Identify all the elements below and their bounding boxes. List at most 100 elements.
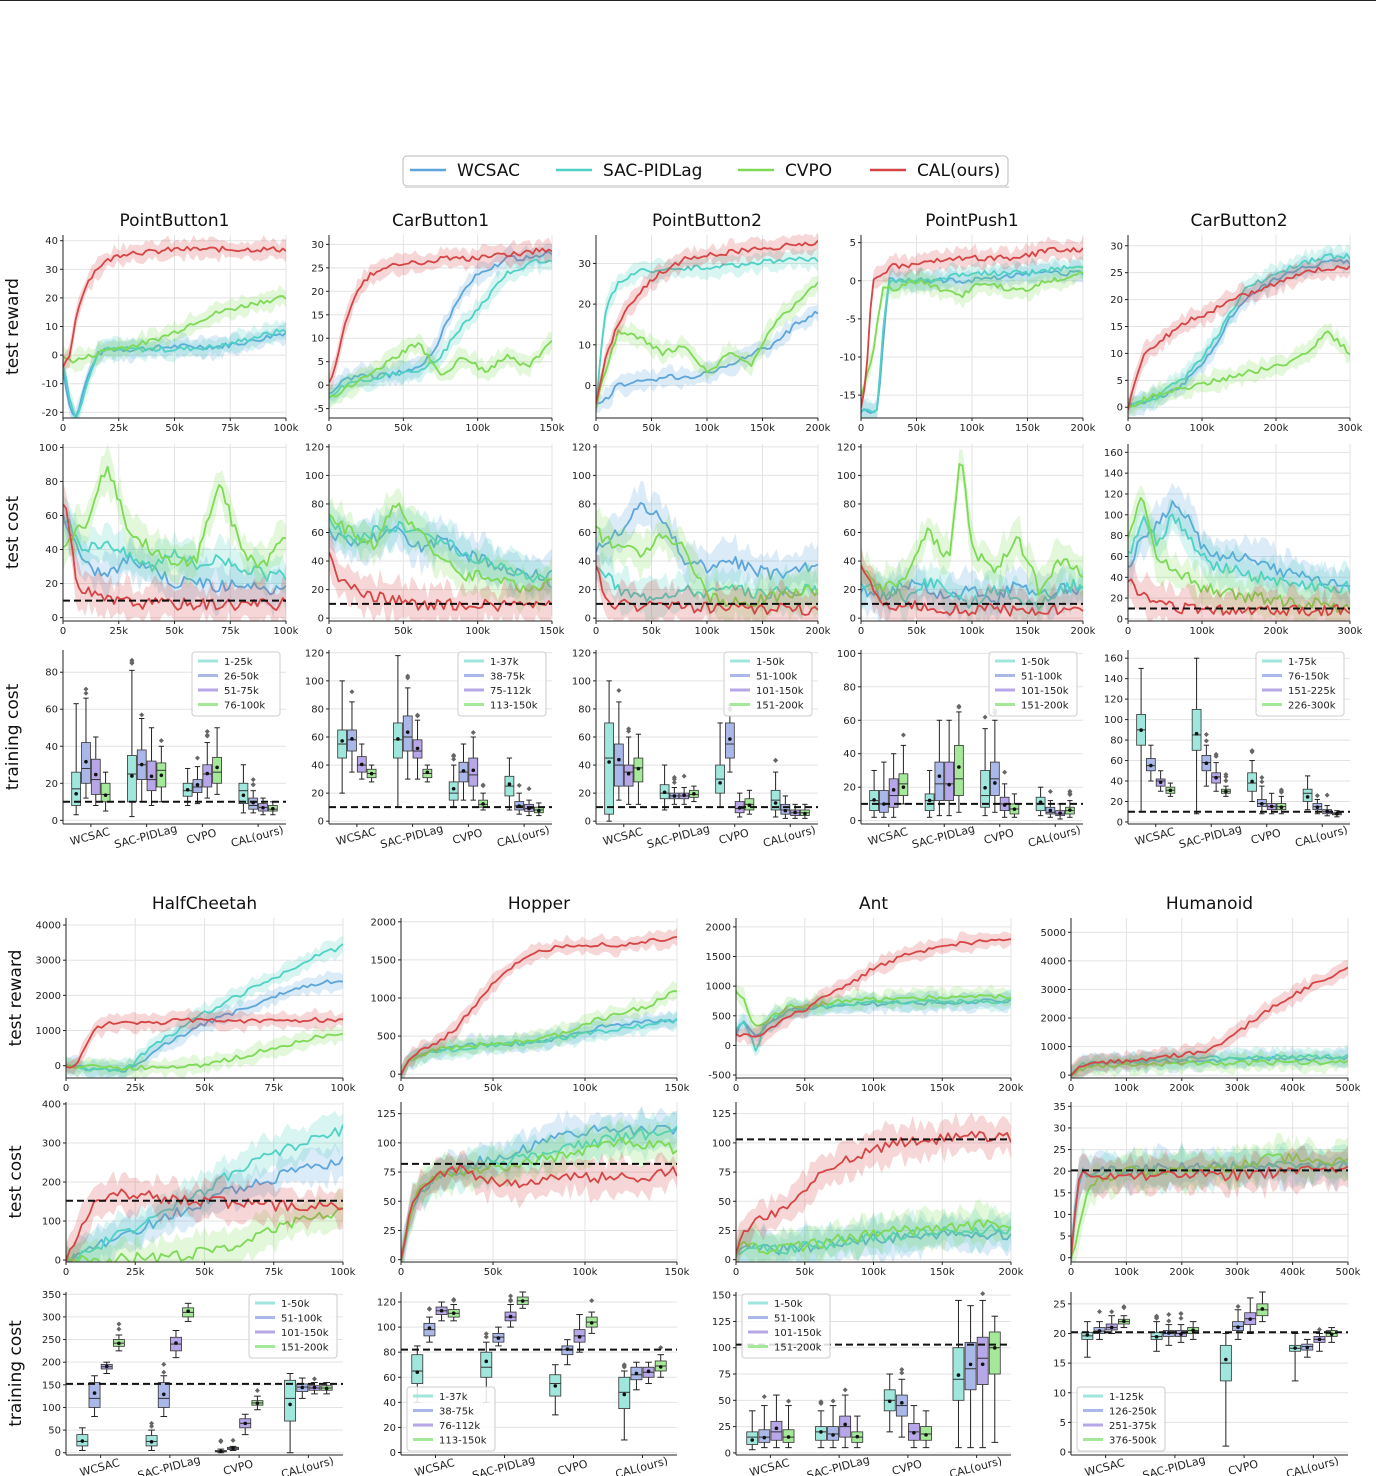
x-tick-label: 50k [165,626,184,637]
plot-area [1128,482,1350,621]
box-mean-marker [174,1341,178,1345]
y-tick-label: 300 [42,1312,61,1323]
box-mean-marker [1236,1325,1240,1330]
series-line-CVPO [1071,1059,1348,1076]
y-tick-label: 100 [1104,715,1123,726]
x-category-label: CVPO [451,826,484,847]
box-mean-marker [646,1369,651,1374]
box-legend-label: 113-150k [439,1436,487,1447]
y-tick-label: 0 [850,816,856,827]
series-line-SAC-PIDLag [1128,513,1350,594]
x-tick-label: 0 [593,626,599,637]
y-tick-label: 5000 [1041,928,1066,939]
series-band-CVPO [1071,1049,1348,1078]
box-legend-label: 1-37k [439,1392,468,1403]
box-body [944,761,954,801]
line-chart-panel: 0 5 10 15 20 25 30 35 0 100k 200k 300k 400k 500k [1053,1102,1360,1278]
box-mean-marker [1315,805,1320,810]
box-legend: 1-50k 51-100k 101-150k 151-200k [723,651,813,717]
x-tick-label: 100k [274,423,299,434]
box-mean-marker [1260,1307,1265,1311]
y-tick-label: 50 [718,1396,731,1407]
series-band-CAL(ours) [736,931,1011,1047]
y-tick-label: 80 [45,477,58,488]
box-outlier [842,1387,848,1393]
series-line-CAL(ours) [63,245,286,368]
line-chart-panel: 0 1000 2000 3000 4000 0 25k 50k 75k 100k HalfCheet… [6,894,356,1094]
series-band-CVPO [63,284,286,374]
box-mean-marker [1335,811,1339,816]
series-band-CVPO [861,449,1083,620]
box-mean-marker [589,1321,594,1325]
box-body [90,758,101,795]
box-mean-marker [161,1392,166,1397]
box-mean-marker [1122,1319,1126,1324]
box-mean-marker [728,737,732,741]
box-legend-label: 1-75k [1288,657,1317,668]
box-body [448,781,459,801]
y-tick-label: 10 [45,322,58,333]
series-line-CVPO [736,1219,1011,1257]
y-tick-label: 40 [311,557,324,568]
y-tick-label: 40 [45,742,58,753]
x-category-label: CAL(ours) [280,1454,335,1476]
x-tick-label: 25k [126,1267,145,1278]
x-tick-label: 75k [264,1267,283,1278]
series-line-CVPO [861,271,1083,397]
box-legend-label: 1-50k [756,657,785,668]
x-category-label: CAL(ours) [1027,823,1082,850]
series-band-CAL(ours) [63,482,286,621]
series-band-CAL(ours) [596,233,818,416]
y-tick-label: 120 [572,648,591,659]
box-mean-marker [957,765,961,769]
y-tick-label: 80 [843,499,856,510]
box-mean-marker [350,737,354,741]
y-tick-label: 0 [55,1061,61,1072]
y-tick-label: 0 [725,1255,731,1266]
box-mean-marker [900,1401,904,1405]
y-tick-label: 0 [1117,817,1123,828]
series-band-CAL(ours) [66,1171,343,1262]
series-band-CVPO [596,506,818,621]
y-tick-label: 40 [45,236,58,247]
box-outlier [1203,731,1209,737]
box-outlier [1235,1304,1241,1310]
box-outlier [451,752,457,758]
y-tick-label: 200 [42,1178,61,1189]
x-tick-label: 200k [1169,1267,1194,1278]
plot-area [861,236,1083,418]
box-mean-marker [1260,802,1264,806]
x-tick-label: 0 [398,1083,404,1094]
box-mean-marker [843,1422,847,1427]
x-tick-label: 200k [999,1267,1024,1278]
box-mean-marker [243,1421,248,1426]
x-tick-label: 0 [858,626,864,637]
y-tick-label: 80 [311,704,324,715]
series-line-CAL(ours) [861,246,1083,408]
x-category-label: CAL(ours) [230,823,285,850]
x-tick-label: 50k [165,423,184,434]
plot-area [63,443,286,621]
box-outlier [1166,1312,1172,1318]
box-mean-marker [369,771,374,776]
box-mean-marker [1305,1345,1310,1350]
series-line-SAC-PIDLag [736,1224,1011,1255]
y-tick-label: 0 [1117,614,1123,625]
box-outlier [204,733,210,739]
y-tick-label: 1000 [706,982,731,993]
box-legend-label: 1-125k [1109,1392,1144,1403]
box-mean-marker [451,787,456,791]
plot-area [1071,959,1348,1078]
series-band-CAL(ours) [736,1112,1011,1262]
box-legend-label: 75-112k [490,686,531,697]
x-tick-label: 100k [1190,423,1215,434]
y-tick-label: 15 [1110,322,1123,333]
y-tick-label: 20 [843,585,856,596]
y-tick-label: 20 [1110,295,1123,306]
x-tick-label: 0 [858,423,864,434]
series-line-CAL(ours) [596,239,818,404]
x-category-label: SAC-PIDLag [646,822,712,851]
box-chart-panel: 0 20 40 60 80 100 120 140 160 WCSAC SAC-PIDLag CVPO… [1104,650,1350,851]
box-legend-label: 51-100k [281,1314,322,1325]
series-band-CVPO [1071,1132,1348,1262]
